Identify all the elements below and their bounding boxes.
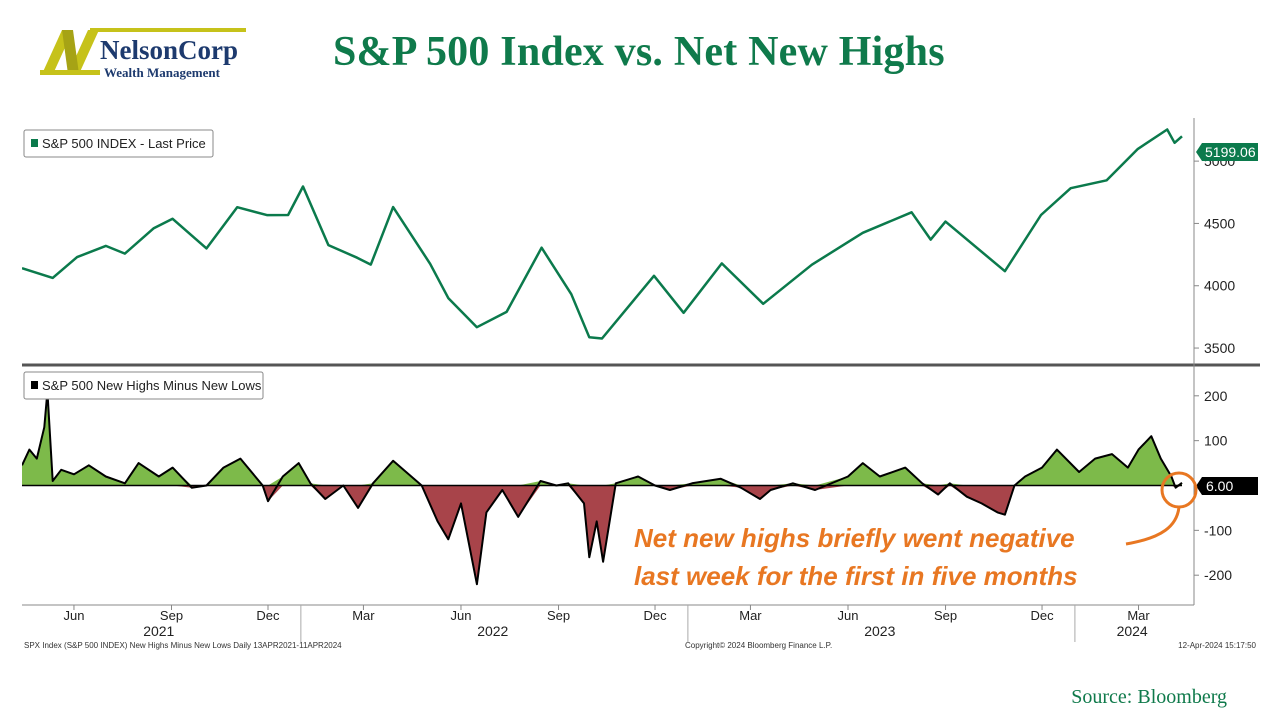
price-last-value-badge: 5199.06	[1196, 143, 1258, 161]
price-tick-label: 4000	[1204, 278, 1235, 294]
breadth-axis-ticks: -200 -100 100 200	[1194, 388, 1232, 583]
x-axis: Jun Sep Dec Mar Jun Sep Dec Mar Jun Sep Dec Mar 2021…	[63, 605, 1150, 642]
annotation-circle	[1160, 471, 1198, 509]
breadth-legend: S&P 500 New Highs Minus New Lows	[23, 371, 264, 400]
negative-area	[22, 485, 1182, 585]
price-series	[22, 128, 1183, 340]
breadth-legend-swatch	[31, 381, 38, 389]
x-month-label: Sep	[934, 608, 957, 623]
x-year-label: 2021	[143, 623, 174, 639]
logo-n-icon	[40, 28, 246, 75]
x-month-label: Mar	[739, 608, 762, 623]
x-month-label: Dec	[1030, 608, 1054, 623]
breadth-tick-label: -200	[1204, 567, 1232, 583]
footer-left: SPX Index (S&P 500 INDEX) New Highs Minu…	[24, 641, 342, 650]
x-month-label: Jun	[450, 608, 471, 623]
breadth-tick-label: 100	[1204, 433, 1228, 449]
annotation-line-2: last week for the first in five months	[634, 561, 1078, 591]
x-month-label: Sep	[160, 608, 183, 623]
price-last-value: 5199.06	[1205, 144, 1256, 160]
price-tick-label: 3500	[1204, 340, 1235, 356]
breadth-series	[22, 390, 1183, 586]
price-tick-label: 4500	[1204, 215, 1235, 231]
annotation-line-1: Net new highs briefly went negative	[634, 523, 1075, 553]
breadth-last-value-badge: 6.00	[1196, 477, 1258, 495]
logo-subtext: Wealth Management	[104, 65, 221, 80]
x-month-label: Mar	[352, 608, 375, 623]
price-legend-swatch	[31, 139, 38, 147]
x-year-label: 2024	[1117, 623, 1148, 639]
footer-right: 12-Apr-2024 15:17:50	[1178, 641, 1256, 650]
annotation-arrow	[1125, 506, 1181, 546]
logo-text: NelsonCorp	[100, 35, 238, 65]
price-line	[22, 128, 1183, 340]
breadth-tick-label: -100	[1204, 522, 1232, 538]
x-month-label: Dec	[643, 608, 667, 623]
price-legend: S&P 500 INDEX - Last Price	[23, 129, 214, 158]
positive-area	[22, 391, 1182, 486]
x-month-label: Sep	[547, 608, 570, 623]
breadth-last-value: 6.00	[1206, 478, 1233, 494]
breadth-tick-label: 200	[1204, 388, 1228, 404]
footer-center: Copyright© 2024 Bloomberg Finance L.P.	[685, 641, 832, 650]
x-month-label: Jun	[63, 608, 84, 623]
page-title: S&P 500 Index vs. Net New Highs	[333, 29, 945, 75]
x-month-label: Jun	[838, 608, 859, 623]
x-year-label: 2023	[864, 623, 895, 639]
x-month-label: Dec	[256, 608, 280, 623]
chart-frame: 3500 4000 4500 5000 S&P 500 INDEX - Last Pr…	[22, 118, 1260, 658]
logo-mark: NelsonCorp Wealth Management	[40, 28, 246, 80]
x-year-label: 2022	[477, 623, 508, 639]
annotation-text: Net new highs briefly went negative last…	[634, 519, 1078, 595]
breadth-legend-label: S&P 500 New Highs Minus New Lows	[42, 378, 262, 393]
price-legend-label: S&P 500 INDEX - Last Price	[42, 136, 206, 151]
source-note: Source: Bloomberg	[1071, 686, 1227, 708]
breadth-line	[22, 390, 1183, 586]
x-month-label: Mar	[1127, 608, 1150, 623]
company-logo: NelsonCorp Wealth Management	[40, 26, 250, 82]
